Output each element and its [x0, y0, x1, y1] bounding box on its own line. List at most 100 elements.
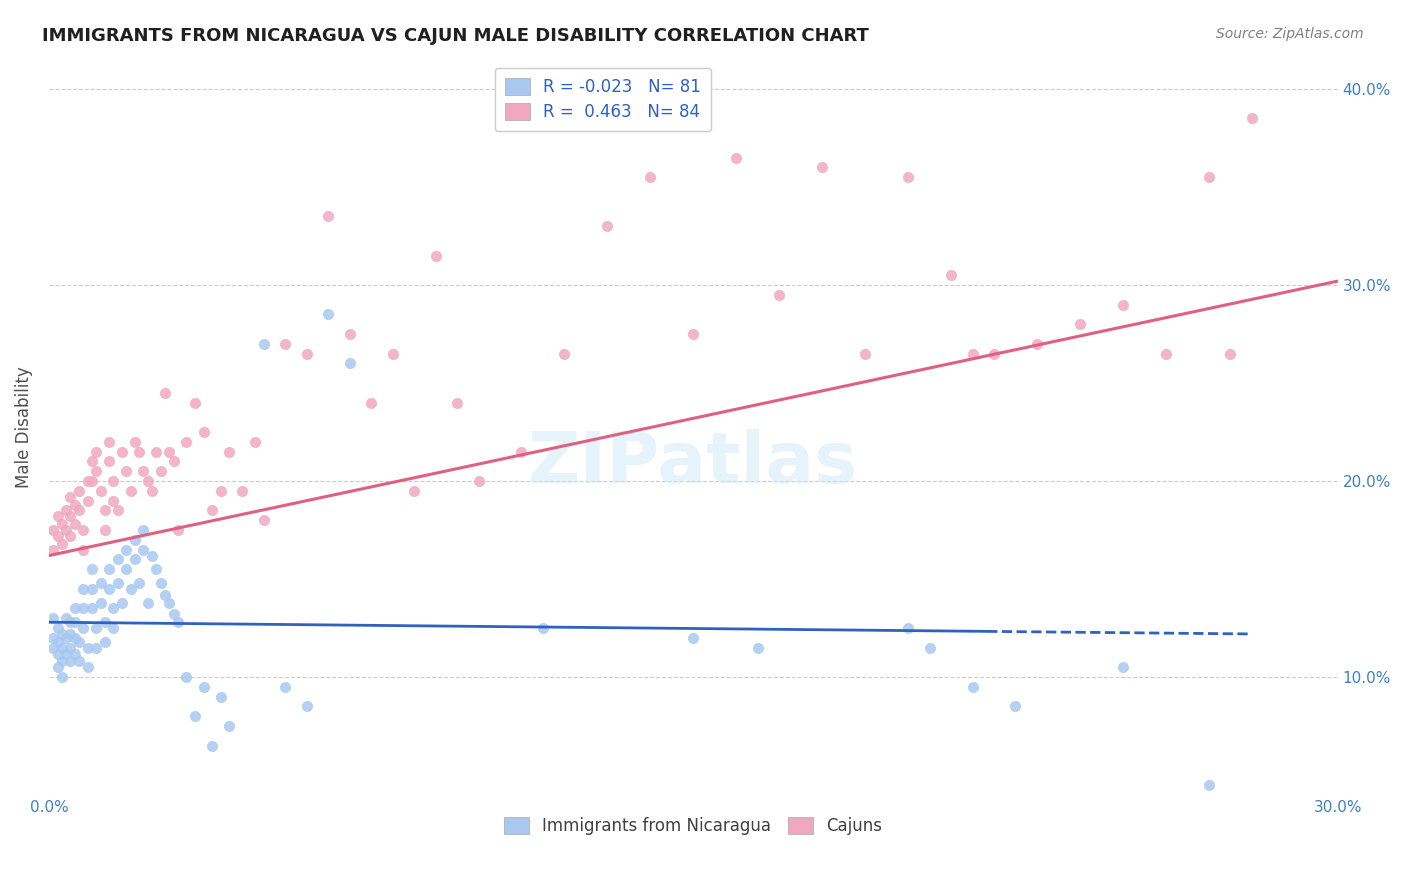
Point [274, 336, 297, 351]
Point [51, 640, 73, 655]
Point [67, 503, 90, 517]
Point [295, 699, 318, 714]
Point [141, 483, 163, 498]
Point [72, 601, 94, 615]
Point [962, 680, 984, 694]
Point [84, 640, 107, 655]
Point [1069, 317, 1091, 331]
Point [145, 562, 167, 576]
Point [295, 346, 318, 360]
Point [63, 615, 86, 630]
Point [1219, 346, 1241, 360]
Y-axis label: Male Disability: Male Disability [15, 367, 32, 488]
Point [983, 346, 1005, 360]
Point [98, 454, 121, 468]
Point [72, 582, 94, 596]
Point [84, 621, 107, 635]
Point [51, 627, 73, 641]
Point [115, 542, 138, 557]
Point [46, 621, 69, 635]
Point [84, 444, 107, 458]
Legend: Immigrants from Nicaragua, Cajuns: Immigrants from Nicaragua, Cajuns [494, 807, 893, 846]
Point [46, 660, 69, 674]
Point [136, 474, 159, 488]
Point [59, 627, 82, 641]
Point [59, 490, 82, 504]
Point [136, 596, 159, 610]
Point [59, 654, 82, 668]
Point [1154, 346, 1177, 360]
Point [103, 474, 125, 488]
Point [42, 631, 65, 645]
Point [682, 631, 704, 645]
Point [157, 596, 180, 610]
Point [80, 474, 103, 488]
Point [166, 615, 188, 630]
Point [184, 709, 207, 723]
Point [162, 454, 184, 468]
Point [231, 483, 253, 498]
Point [67, 635, 90, 649]
Point [176, 670, 198, 684]
Point [42, 523, 65, 537]
Point [531, 621, 554, 635]
Point [120, 483, 142, 498]
Point [243, 434, 266, 449]
Point [55, 523, 77, 537]
Point [381, 346, 404, 360]
Point [128, 576, 150, 591]
Point [63, 601, 86, 615]
Point [811, 161, 834, 175]
Point [42, 542, 65, 557]
Point [209, 483, 232, 498]
Point [193, 680, 215, 694]
Point [115, 562, 138, 576]
Point [63, 631, 86, 645]
Point [59, 529, 82, 543]
Point [725, 151, 748, 165]
Point [76, 474, 98, 488]
Point [553, 346, 575, 360]
Point [1026, 336, 1049, 351]
Point [253, 513, 276, 527]
Point [124, 434, 146, 449]
Point [59, 640, 82, 655]
Point [141, 549, 163, 563]
Point [67, 483, 90, 498]
Point [128, 444, 150, 458]
Point [316, 210, 339, 224]
Point [124, 533, 146, 547]
Point [89, 483, 111, 498]
Point [72, 621, 94, 635]
Text: Source: ZipAtlas.com: Source: ZipAtlas.com [1216, 27, 1364, 41]
Point [218, 444, 240, 458]
Point [55, 503, 77, 517]
Point [162, 607, 184, 622]
Point [94, 503, 117, 517]
Point [153, 385, 176, 400]
Point [274, 680, 297, 694]
Point [63, 498, 86, 512]
Point [46, 509, 69, 524]
Text: IMMIGRANTS FROM NICARAGUA VS CAJUN MALE DISABILITY CORRELATION CHART: IMMIGRANTS FROM NICARAGUA VS CAJUN MALE … [42, 27, 869, 45]
Point [360, 395, 382, 409]
Point [59, 509, 82, 524]
Point [939, 268, 962, 283]
Point [404, 483, 426, 498]
Point [76, 640, 98, 655]
Point [80, 582, 103, 596]
Point [59, 615, 82, 630]
Point [682, 326, 704, 341]
Point [51, 537, 73, 551]
Point [46, 647, 69, 661]
Point [111, 596, 134, 610]
Point [166, 523, 188, 537]
Point [124, 552, 146, 566]
Point [339, 326, 361, 341]
Point [253, 336, 276, 351]
Point [72, 542, 94, 557]
Point [46, 529, 69, 543]
Point [1198, 778, 1220, 792]
Point [76, 493, 98, 508]
Point [176, 434, 198, 449]
